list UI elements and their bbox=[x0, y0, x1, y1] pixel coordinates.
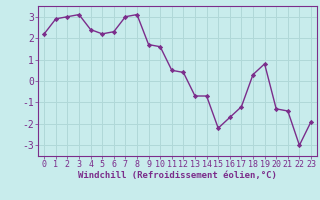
X-axis label: Windchill (Refroidissement éolien,°C): Windchill (Refroidissement éolien,°C) bbox=[78, 171, 277, 180]
